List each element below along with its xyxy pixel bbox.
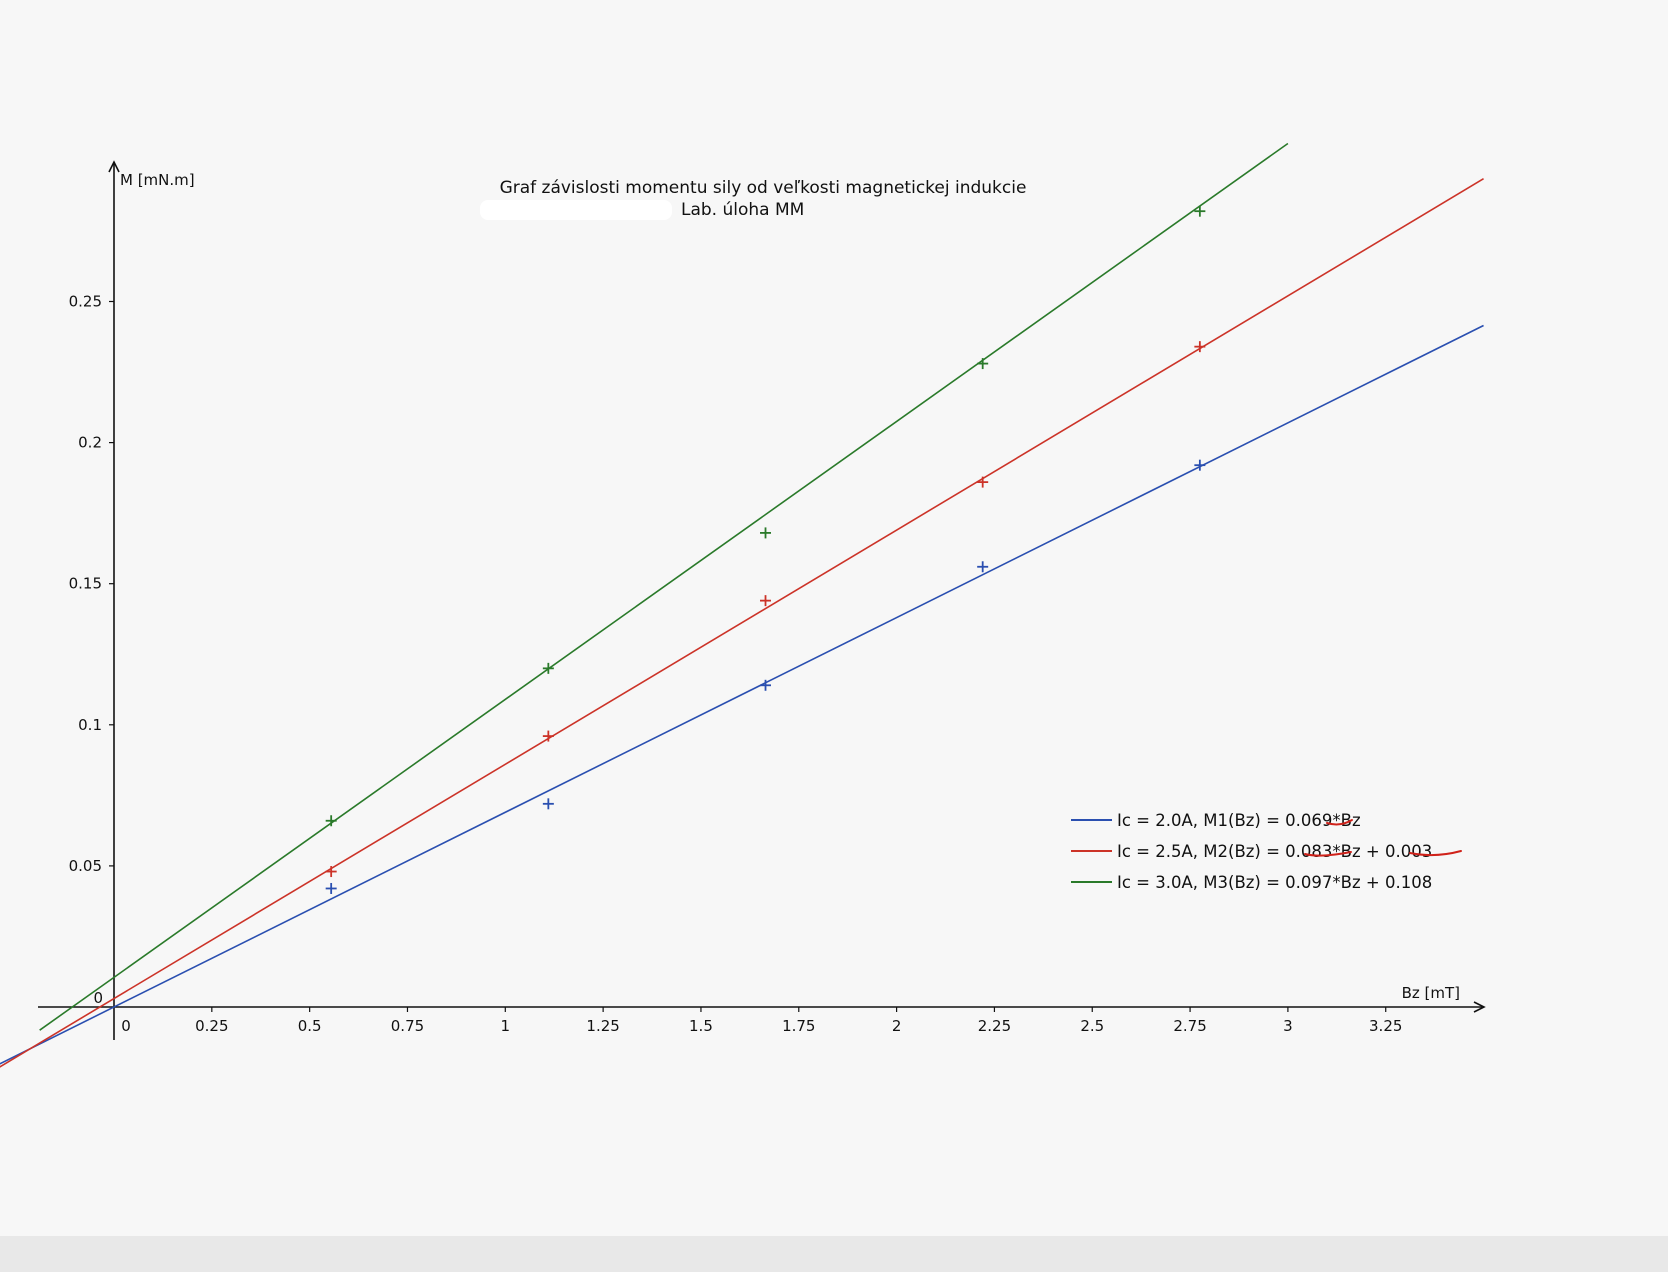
y-tick-label: 0.05: [69, 857, 102, 875]
data-point-series-1: [977, 561, 989, 573]
y-axis-arrow: [108, 160, 120, 173]
data-point-series-1: [760, 679, 772, 691]
data-point-series-3: [542, 662, 554, 674]
scan-bottom-strip: [0, 1236, 1668, 1272]
fit-line-2: [0, 178, 1484, 1068]
y-tick-label: 0.15: [69, 575, 102, 593]
redacted-name-box: [480, 200, 672, 220]
ticks: 0 0.25 0.5 0.75 1 1.25 1.5 1.75 2 2.25 2.5 2.75 3 3.2…: [69, 293, 1403, 1036]
x-tick-label: 1.5: [689, 1017, 713, 1035]
legend-entry-1: Ic = 2.0A, M1(Bz) = 0.069*Bz: [1117, 811, 1361, 830]
x-axis-arrow: [1473, 1001, 1486, 1013]
y-tick-label: 0.1: [78, 716, 102, 734]
x-tick-label: 2.75: [1173, 1017, 1206, 1035]
data-point-series-2: [760, 595, 772, 607]
data-point-series-1: [542, 798, 554, 810]
fit-line-3: [39, 142, 1289, 1031]
x-tick-label: 0.25: [195, 1017, 228, 1035]
handwritten-underline-3: [1409, 850, 1462, 857]
data-point-series-3: [325, 815, 337, 827]
axes: Bz [mT] M [mN.m]: [38, 160, 1486, 1040]
y-tick-label: 0: [93, 989, 103, 1007]
chart-subtitle: Lab. úloha MM: [681, 200, 804, 220]
x-tick-label: 0.75: [391, 1017, 424, 1035]
x-tick-label: 1.75: [782, 1017, 815, 1035]
y-tick-label: 0.2: [78, 434, 102, 452]
legend-entry-3: Ic = 3.0A, M3(Bz) = 0.097*Bz + 0.108: [1117, 873, 1432, 892]
data-point-series-1: [1194, 459, 1206, 471]
y-axis-label: M [mN.m]: [120, 171, 195, 189]
data-point-series-3: [1194, 205, 1206, 217]
handwritten-underline-1: [1326, 819, 1353, 826]
x-tick-label: 2.5: [1080, 1017, 1104, 1035]
x-tick-label: 3: [1283, 1017, 1293, 1035]
x-tick-label: 2: [892, 1017, 902, 1035]
legend: Ic = 2.0A, M1(Bz) = 0.069*Bz Ic = 2.5A, M…: [1071, 811, 1432, 892]
chart-title: Graf závislosti momentu sily od veľkosti…: [500, 178, 1027, 198]
x-tick-label: 0.5: [298, 1017, 322, 1035]
fit-lines: [0, 142, 1484, 1068]
legend-entry-2: Ic = 2.5A, M2(Bz) = 0.083*Bz + 0.003: [1117, 842, 1432, 861]
data-point-series-2: [1194, 341, 1206, 353]
x-tick-label: 1: [501, 1017, 511, 1035]
handwritten-underline-2: [1304, 851, 1352, 857]
fit-line-1: [0, 324, 1484, 1065]
x-tick-label: 3.25: [1369, 1017, 1402, 1035]
x-tick-label: 2.25: [978, 1017, 1011, 1035]
data-points: [325, 205, 1206, 894]
x-axis-label: Bz [mT]: [1402, 984, 1460, 1002]
data-point-series-1: [325, 882, 337, 894]
y-tick-label: 0.25: [69, 293, 102, 311]
x-tick-label: 1.25: [586, 1017, 619, 1035]
data-point-series-3: [977, 358, 989, 370]
x-tick-label: 0: [121, 1017, 131, 1035]
handwritten-underlines: [1304, 819, 1462, 857]
data-point-series-2: [325, 866, 337, 878]
data-point-series-2: [542, 730, 554, 742]
data-point-series-3: [760, 527, 772, 539]
title-block: Graf závislosti momentu sily od veľkosti…: [480, 178, 1026, 220]
data-point-series-2: [977, 476, 989, 488]
